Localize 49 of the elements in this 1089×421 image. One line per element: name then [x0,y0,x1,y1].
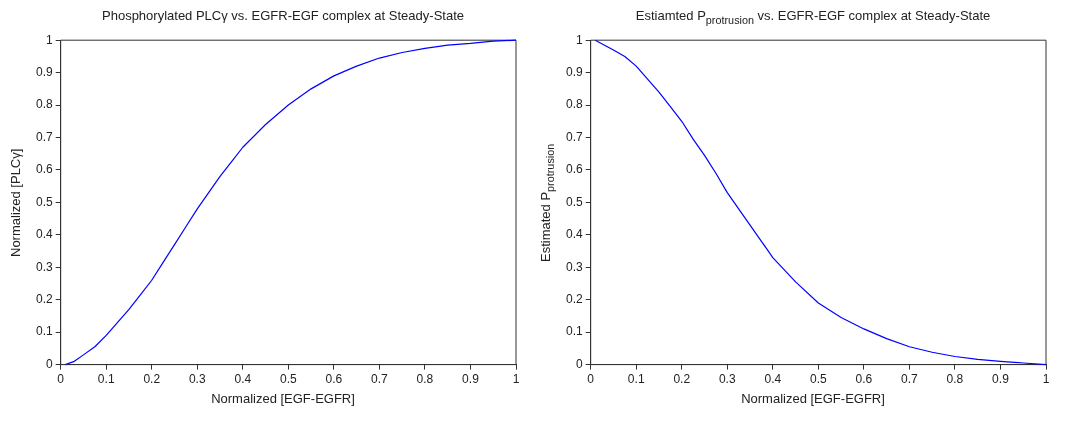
y-tick-label: 0.1 [565,324,583,339]
x-tick-label: 0.1 [627,372,645,387]
y-tick-label: 0.5 [565,194,583,209]
y-tick-label: 1 [45,32,53,47]
y-tick-label: 0 [45,356,53,371]
y-tick-label: 0.7 [35,129,53,144]
y-tick-label: 0.4 [565,227,583,242]
x-tick-label: 0.5 [280,372,297,387]
x-axis-title: Normalized [EGF-EGFR] [210,391,356,406]
x-tick-label: 0 [587,372,595,387]
x-tick-label: 0.7 [901,372,919,387]
y-tick-label: 0.6 [35,162,53,177]
x-tick-label: 0.7 [371,372,389,387]
x-tick-label: 0.9 [992,372,1010,387]
x-tick-label: 1 [1042,372,1050,387]
x-tick-label: 0.6 [325,372,343,387]
y-tick-label: 0.8 [565,97,583,112]
y-tick-label: 0.6 [565,162,583,177]
chart-title: Estiamted P$_{protrusion}$ vs. EGFR-EGF complex at Steady-State [634,8,992,26]
x-tick-label: 0.8 [946,372,964,387]
x-tick-label: 0 [57,372,65,387]
y-tick-label: 0.9 [35,64,53,79]
y-tick-label: 0.8 [35,97,53,112]
y-tick-label: 0 [575,356,583,371]
x-tick-label: 0.3 [188,372,206,387]
y-tick-label: 0.5 [35,194,53,209]
x-tick-label: 0.9 [462,372,480,387]
y-tick-label: 0.9 [565,64,583,79]
x-tick-label: 1 [512,372,520,387]
chart-title: Phosphorylated PLCγ vs. EGFR-EGF complex at Steady-State [101,8,465,23]
x-tick-label: 0.6 [855,372,873,387]
y-axis-title: Normalized [PLCγ] [8,147,23,260]
y-tick-label: 0.2 [35,292,53,307]
y-tick-label: 0.3 [35,259,53,274]
y-tick-label: 0.3 [565,259,583,274]
y-tick-label: 0.1 [35,324,53,339]
x-tick-label: 0.2 [143,372,161,387]
x-tick-label: 0.3 [718,372,736,387]
y-tick-label: 0.7 [565,129,583,144]
y-tick-label: 0.2 [565,292,583,307]
x-tick-label: 0.4 [234,372,252,387]
x-tick-label: 0.8 [416,372,434,387]
y-tick-label: 1 [575,32,583,47]
x-axis-title: Normalized [EGF-EGFR] [740,391,886,406]
x-tick-label: 0.4 [764,372,782,387]
x-tick-label: 0.2 [673,372,691,387]
x-tick-label: 0.5 [810,372,827,387]
y-tick-label: 0.4 [35,227,53,242]
x-tick-label: 0.1 [97,372,115,387]
